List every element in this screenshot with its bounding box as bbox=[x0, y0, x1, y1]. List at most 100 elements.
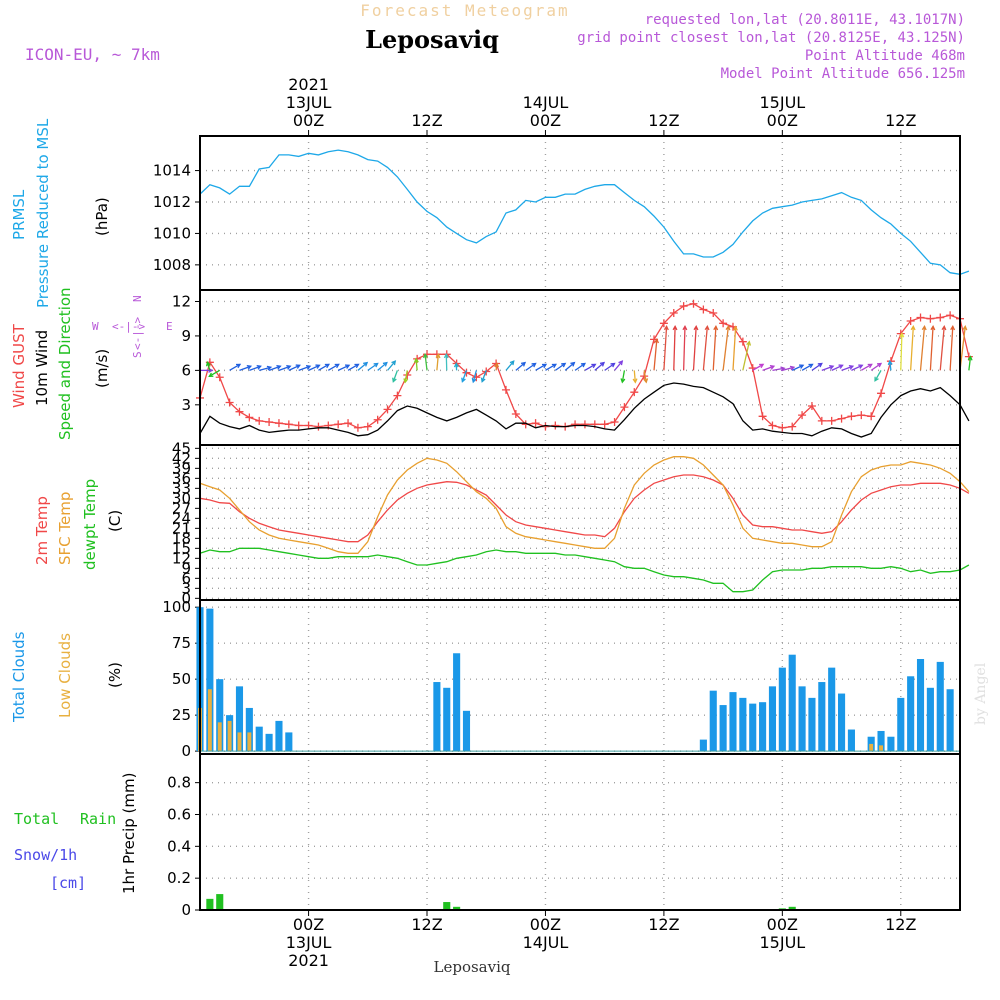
arrow-head bbox=[392, 377, 397, 383]
gust-marker bbox=[551, 421, 560, 430]
arrow-head bbox=[295, 364, 301, 369]
pressure-msl-label: Pressure Reduced to MSL bbox=[34, 118, 52, 308]
sfc-temp-label: SFC Temp bbox=[56, 492, 74, 565]
arrow-head bbox=[799, 364, 805, 369]
arrow-shaft bbox=[633, 370, 636, 383]
arrow-shaft bbox=[367, 362, 378, 371]
snow-label: Snow/1h bbox=[14, 846, 77, 864]
y-tick-label: 0 bbox=[181, 901, 191, 919]
series-dewpt-temp bbox=[199, 547, 970, 593]
arrow-head bbox=[324, 363, 331, 369]
arrow-shaft bbox=[752, 363, 764, 371]
arrow-head bbox=[205, 361, 211, 367]
arrow-shaft bbox=[206, 362, 211, 371]
speed-dir-label: Speed and Direction bbox=[56, 287, 74, 440]
panel-pressure: 1008 1010 1012 1014 bbox=[153, 135, 970, 291]
gust-marker bbox=[699, 305, 708, 314]
arrow-head bbox=[461, 377, 466, 383]
top-time-label: 00Z bbox=[530, 111, 561, 130]
arrow-shaft bbox=[515, 362, 526, 371]
wind-direction-arrow bbox=[357, 361, 369, 371]
wind-direction-arrow bbox=[205, 361, 211, 371]
y-tick-label: 1008 bbox=[153, 256, 191, 274]
arrow-shaft bbox=[327, 363, 340, 371]
arrow-shaft bbox=[673, 326, 676, 371]
arrow-shaft bbox=[436, 354, 439, 371]
y-tick-label: 0 bbox=[181, 742, 191, 760]
arrow-shaft bbox=[900, 333, 903, 371]
arrow-head bbox=[435, 352, 441, 359]
top-time-label: 13JUL bbox=[286, 93, 332, 112]
wind-direction-arrow bbox=[762, 365, 776, 371]
gust-marker bbox=[689, 299, 698, 308]
bar-total-clouds bbox=[936, 661, 944, 752]
gust-marker bbox=[788, 422, 797, 431]
watermark: by Angel bbox=[973, 662, 989, 725]
arrow-head bbox=[967, 355, 973, 361]
arrow-shaft bbox=[841, 365, 854, 371]
series-sfc-temp bbox=[199, 456, 970, 554]
y-tick-label: 3 bbox=[181, 579, 191, 597]
arrow-head bbox=[887, 359, 893, 366]
gust-marker bbox=[827, 416, 836, 425]
arrow-head bbox=[305, 365, 312, 370]
arrow-shaft bbox=[574, 362, 586, 371]
bar-total-clouds bbox=[453, 653, 461, 752]
arrow-head bbox=[551, 363, 558, 369]
wind-direction-arrow bbox=[545, 363, 558, 371]
top-time-label: 12Z bbox=[411, 111, 442, 130]
arrow-head bbox=[867, 363, 873, 369]
gust-marker bbox=[363, 422, 372, 431]
wind-direction-arrow bbox=[801, 363, 814, 371]
arrow-head bbox=[363, 361, 369, 367]
y-tick-label: 100 bbox=[162, 598, 191, 616]
bottom-time-label: 12Z bbox=[885, 915, 916, 934]
arrow-shaft bbox=[968, 356, 972, 371]
prmsl-label: PRMSL bbox=[10, 189, 28, 240]
gust-marker bbox=[778, 423, 787, 432]
rain-label: Rain bbox=[80, 810, 116, 828]
arrow-head bbox=[950, 325, 956, 331]
bar-total-rain bbox=[216, 894, 224, 910]
wind-direction-arrow bbox=[480, 370, 487, 383]
gust-marker bbox=[245, 413, 254, 422]
panel-bg bbox=[200, 445, 960, 600]
arrow-head bbox=[208, 372, 214, 378]
bar-total-clouds bbox=[778, 667, 786, 752]
y-tick-label: 18 bbox=[172, 529, 191, 547]
gust-marker bbox=[630, 388, 639, 397]
bottom-time-label: 14JUL bbox=[523, 933, 569, 952]
y-tick-label: 25 bbox=[172, 706, 191, 724]
gust-marker bbox=[857, 411, 866, 420]
arrow-shaft bbox=[481, 370, 487, 382]
bar-total-clouds bbox=[818, 682, 826, 752]
wind-direction-arrow bbox=[841, 365, 855, 371]
bar-total-clouds bbox=[946, 689, 954, 752]
arrow-head bbox=[315, 364, 321, 369]
bar-total-clouds bbox=[897, 697, 905, 752]
bar-total-clouds bbox=[877, 730, 885, 752]
bar-total-clouds bbox=[838, 693, 846, 752]
total-label: Total bbox=[14, 810, 59, 828]
wind-direction-arrow bbox=[471, 370, 477, 384]
arrow-shaft bbox=[889, 361, 892, 371]
arrow-shaft bbox=[653, 339, 658, 371]
gust-marker bbox=[926, 314, 935, 323]
arrow-head bbox=[725, 325, 731, 331]
arrow-head bbox=[921, 325, 927, 331]
wind-direction-arrow bbox=[682, 325, 688, 371]
gust-marker bbox=[472, 373, 481, 382]
arrow-shaft bbox=[505, 360, 515, 371]
bar-total-rain bbox=[453, 906, 461, 910]
arrow-head bbox=[746, 340, 752, 346]
wind-direction-arrow bbox=[620, 370, 626, 384]
top-time-label: 2021 bbox=[288, 75, 329, 94]
wind-direction-arrow bbox=[887, 359, 893, 371]
arrow-head bbox=[618, 360, 624, 366]
arrow-head bbox=[334, 363, 340, 369]
gust-marker bbox=[877, 389, 886, 398]
arrow-shaft bbox=[377, 362, 388, 371]
wind-direction-arrow bbox=[870, 362, 883, 371]
y-tick-label: 12 bbox=[172, 549, 191, 567]
bar-total-clouds bbox=[255, 726, 263, 752]
